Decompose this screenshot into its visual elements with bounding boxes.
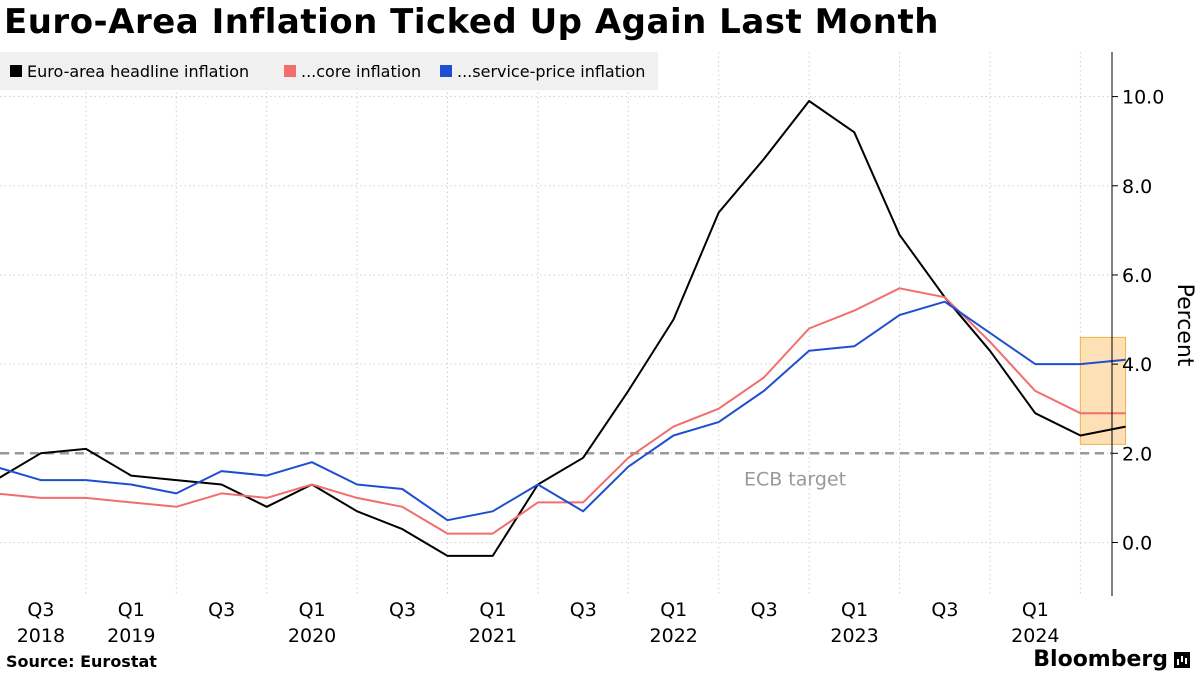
grid-layer (0, 52, 1112, 596)
y-tick-label: 6.0 (1122, 265, 1152, 287)
legend-label: ...service-price inflation (457, 62, 645, 81)
legend-swatch (440, 65, 452, 77)
y-tick-label: 0.0 (1122, 532, 1152, 554)
series-line-2 (0, 300, 1126, 522)
legend-label: ...core inflation (301, 62, 421, 81)
x-year-label: 2020 (288, 625, 336, 647)
highlight-layer (1079, 336, 1127, 445)
y-tick-label: 10.0 (1122, 87, 1164, 109)
x-tick-label: Q1 (841, 599, 868, 621)
legend-background (0, 52, 658, 90)
y-axis-label: Percent (1172, 284, 1197, 367)
x-tick-label: Q1 (660, 599, 687, 621)
series-line-1 (0, 287, 1126, 535)
x-year-label: 2024 (1011, 625, 1059, 647)
x-tick-label: Q1 (118, 599, 145, 621)
brand-logo: Bloomberg (1033, 647, 1190, 672)
chart-title: Euro-Area Inflation Ticked Up Again Last… (4, 2, 939, 42)
x-tick-label: Q3 (751, 599, 778, 621)
x-tick-label: Q3 (389, 599, 416, 621)
series-layer (0, 100, 1126, 557)
y-tick-label: 8.0 (1122, 176, 1152, 198)
bar-chart-icon (1174, 651, 1190, 668)
legend-swatch (284, 65, 296, 77)
y-tick-label: 4.0 (1122, 354, 1152, 376)
x-tick-label: Q3 (208, 599, 235, 621)
y-tick-label: 2.0 (1122, 443, 1152, 465)
x-tick-label: Q3 (570, 599, 597, 621)
legend-swatch (10, 65, 22, 77)
highlight-box (1079, 336, 1127, 445)
x-tick-label: Q1 (299, 599, 326, 621)
x-tick-label: Q3 (931, 599, 958, 621)
x-year-label: 2021 (469, 625, 517, 647)
legend-label: Euro-area headline inflation (27, 62, 249, 81)
brand-name: Bloomberg (1033, 647, 1168, 672)
series-line-0 (0, 100, 1126, 557)
x-year-label: 2018 (17, 625, 65, 647)
x-tick-label: Q1 (1022, 599, 1049, 621)
x-tick-label: Q3 (27, 599, 54, 621)
x-year-label: 2019 (107, 625, 155, 647)
legend: Euro-area headline inflation ...core infl… (0, 52, 658, 90)
x-year-label: 2023 (830, 625, 878, 647)
x-tick-label: Q1 (479, 599, 506, 621)
reference-line-layer: ECB target (0, 452, 1112, 490)
x-year-label: 2022 (650, 625, 698, 647)
axis-layer: 10.0 8.0 6.0 4.0 2.0 0.0 Q3 2018 Q1 2019 Q3 Q1 2020 Q… (17, 52, 1164, 647)
ecb-target-label: ECB target (744, 468, 846, 490)
source-note: Source: Eurostat (6, 652, 157, 671)
